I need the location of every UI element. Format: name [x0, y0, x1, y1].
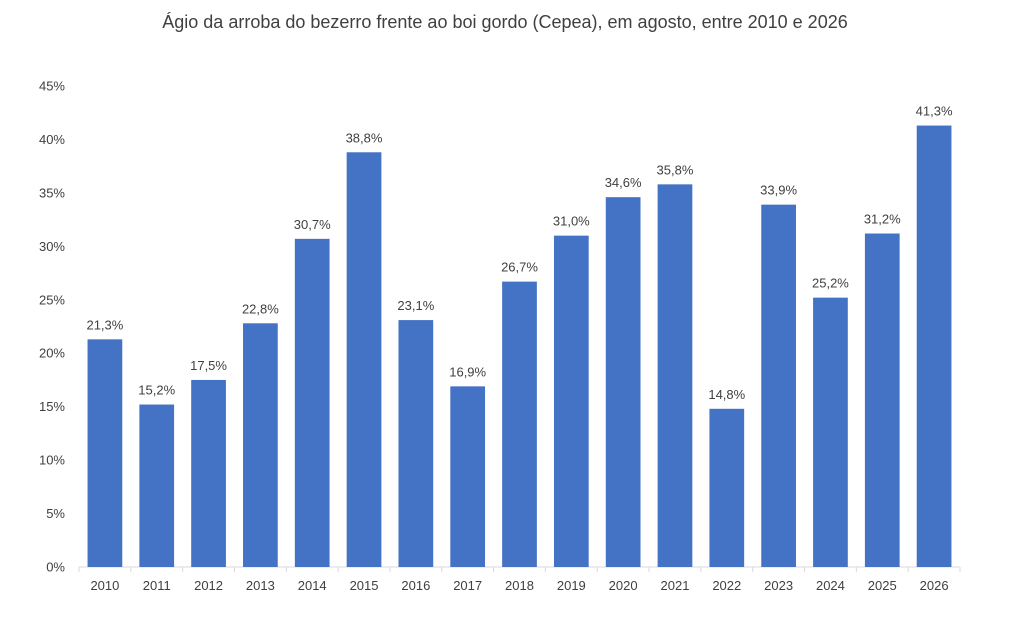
- x-tick-label-2024: 2024: [816, 578, 845, 593]
- data-labels: 21,3% 15,2% 17,5% 22,8% 30,7% 38,8% 23,1% 16,9%…: [86, 104, 952, 402]
- y-tick-label: 35%: [39, 185, 65, 200]
- x-tick-label-2010: 2010: [90, 578, 119, 593]
- data-label-2017: 16,9%: [449, 364, 486, 379]
- bar-2022: [709, 408, 745, 567]
- bar-2014: [294, 238, 330, 567]
- bar-2020: [605, 197, 641, 568]
- x-tick-label-2015: 2015: [350, 578, 379, 593]
- data-label-2015: 38,8%: [346, 130, 383, 145]
- x-tick-label-2026: 2026: [920, 578, 949, 593]
- x-tick-label-2018: 2018: [505, 578, 534, 593]
- x-tick-label-2019: 2019: [557, 578, 586, 593]
- data-label-2018: 26,7%: [501, 260, 538, 275]
- bar-2025: [864, 233, 900, 568]
- chart-title: Ágio da arroba do bezerro frente ao boi …: [162, 12, 847, 32]
- y-tick-label: 5%: [46, 506, 65, 521]
- bar-2024: [813, 297, 848, 567]
- x-tick-label-2012: 2012: [194, 578, 223, 593]
- data-label-2024: 25,2%: [812, 276, 849, 291]
- x-tick-label-2021: 2021: [661, 578, 690, 593]
- bar-2015: [346, 152, 382, 567]
- bar-series: [87, 125, 952, 568]
- bar-2023: [761, 204, 796, 567]
- data-label-2022: 14,8%: [708, 387, 745, 402]
- y-tick-label: 25%: [39, 292, 65, 307]
- x-tick-label-2014: 2014: [298, 578, 327, 593]
- bar-2012: [191, 379, 226, 567]
- bar-2017: [450, 386, 486, 567]
- data-label-2019: 31,0%: [553, 214, 590, 229]
- y-tick-label: 0%: [46, 560, 65, 575]
- x-tick-label-2022: 2022: [712, 578, 741, 593]
- data-label-2013: 22,8%: [242, 301, 279, 316]
- data-label-2014: 30,7%: [294, 217, 331, 232]
- data-label-2016: 23,1%: [397, 298, 434, 313]
- data-label-2020: 34,6%: [605, 175, 642, 190]
- y-tick-label: 15%: [39, 399, 65, 414]
- data-label-2011: 15,2%: [138, 383, 175, 398]
- x-tick-label-2020: 2020: [609, 578, 638, 593]
- data-label-2012: 17,5%: [190, 358, 227, 373]
- y-tick-label: 30%: [39, 239, 65, 254]
- data-label-2025: 31,2%: [864, 212, 901, 227]
- bar-2011: [139, 404, 175, 567]
- data-label-2023: 33,9%: [760, 183, 797, 198]
- y-tick-label: 45%: [39, 79, 65, 94]
- x-tick-label-2023: 2023: [764, 578, 793, 593]
- data-label-2026: 41,3%: [916, 104, 953, 119]
- bar-2018: [502, 281, 537, 567]
- x-tick-label-2011: 2011: [143, 578, 171, 593]
- data-label-2010: 21,3%: [86, 317, 123, 332]
- x-tick-label-2017: 2017: [453, 578, 482, 593]
- y-tick-label: 10%: [39, 453, 65, 468]
- y-axis: 0% 5% 10% 15% 20% 25% 30% 35% 40% 45%: [39, 79, 65, 575]
- x-tick-label-2025: 2025: [868, 578, 897, 593]
- data-label-2021: 35,8%: [657, 162, 694, 177]
- bar-2010: [87, 339, 123, 567]
- bar-2016: [398, 320, 434, 567]
- y-tick-label: 40%: [39, 132, 65, 147]
- y-tick-label: 20%: [39, 346, 65, 361]
- bar-2019: [553, 235, 589, 567]
- bar-2021: [657, 184, 693, 568]
- bar-2013: [243, 323, 278, 567]
- x-tick-label-2016: 2016: [401, 578, 430, 593]
- x-tick-label-2013: 2013: [246, 578, 275, 593]
- x-axis: 2010 2011 2012 2013 2014 2015 2016 2017 2018 2019…: [78, 566, 961, 593]
- bar-2026: [916, 125, 952, 567]
